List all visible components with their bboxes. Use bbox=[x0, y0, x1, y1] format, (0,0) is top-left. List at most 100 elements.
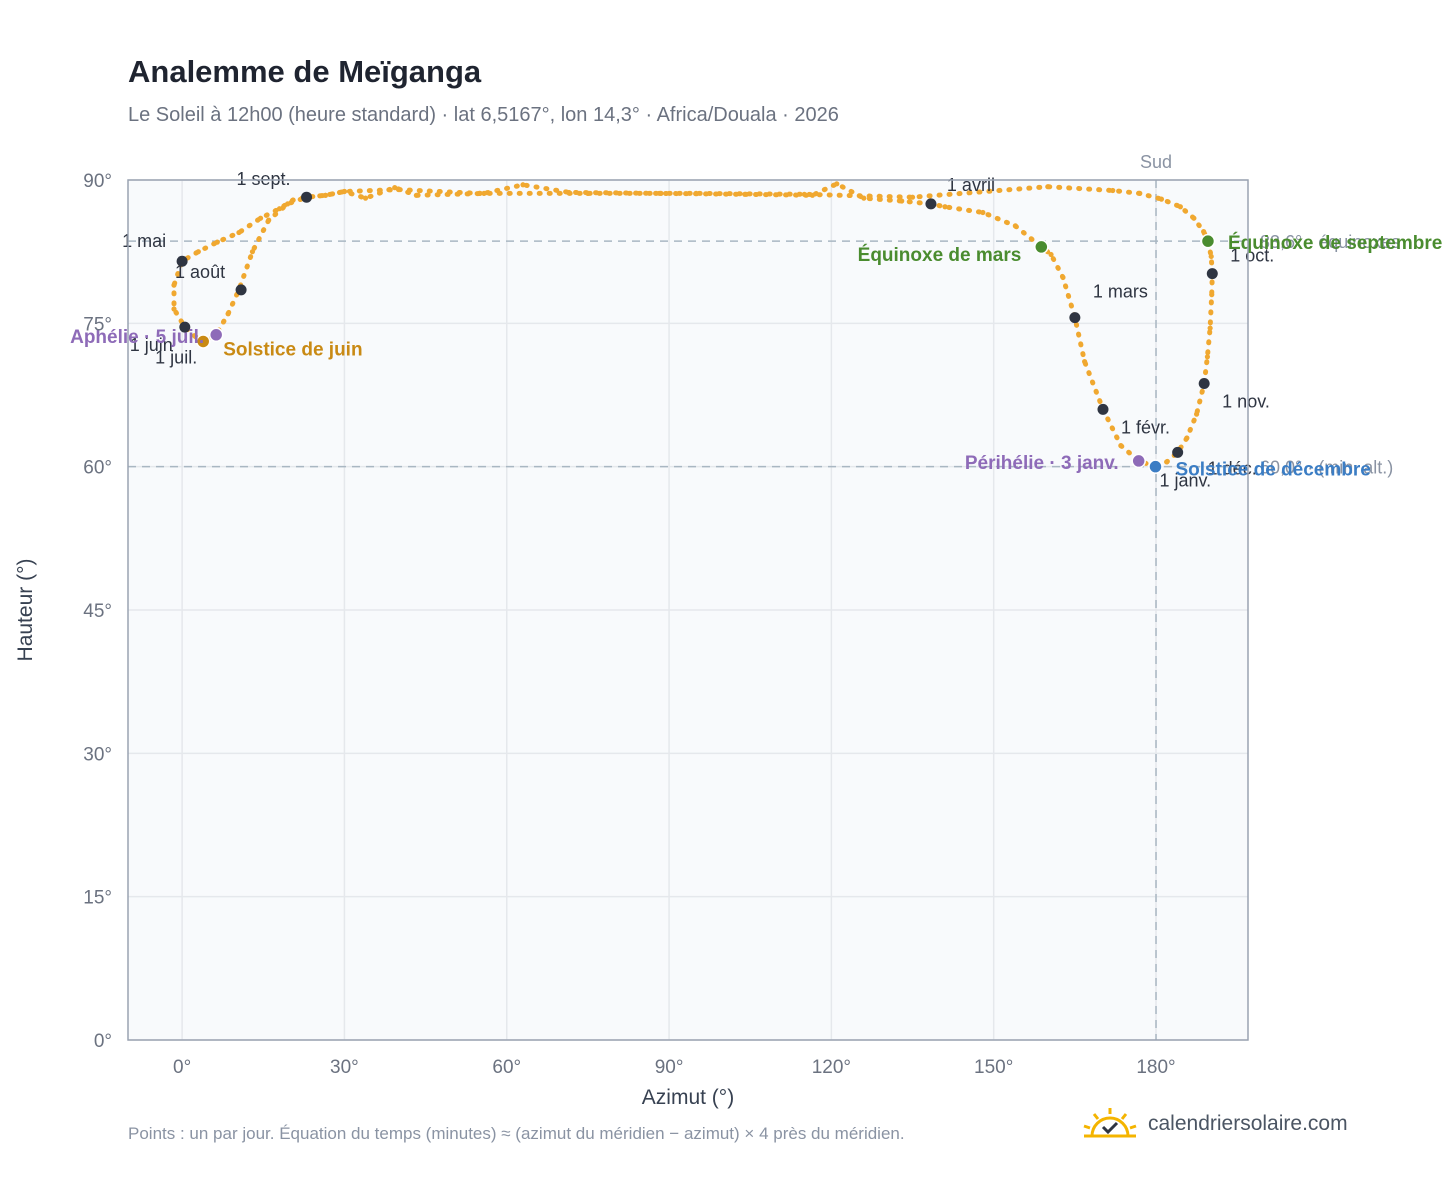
special-point-marker bbox=[1148, 459, 1163, 474]
special-point-marker bbox=[1034, 239, 1049, 255]
month-marker bbox=[925, 198, 937, 210]
month-marker-label: 1 juil. bbox=[155, 347, 197, 367]
special-point-marker bbox=[195, 334, 211, 349]
sun-check-icon bbox=[1083, 1108, 1137, 1138]
special-point-marker bbox=[1200, 233, 1216, 249]
daily-sun-point bbox=[1209, 292, 1215, 298]
special-points: Solstice de juin Aphélie · 5 juil. Équinox… bbox=[70, 232, 1442, 481]
daily-sun-point bbox=[236, 229, 242, 236]
daily-sun-point bbox=[322, 192, 329, 198]
x-tick-label: 30° bbox=[330, 1057, 359, 1078]
daily-sun-point bbox=[861, 195, 867, 201]
y-tick-label: 75° bbox=[83, 314, 112, 335]
footnote: Points : un par jour. Équation du temps … bbox=[128, 1124, 905, 1143]
special-point-label: Aphélie · 5 juil. bbox=[70, 327, 204, 348]
y-tick-label: 30° bbox=[83, 744, 112, 765]
x-tick-label: 150° bbox=[974, 1057, 1013, 1078]
daily-sun-point bbox=[585, 190, 591, 196]
daily-sun-point bbox=[809, 192, 816, 198]
daily-sun-point bbox=[1048, 251, 1054, 258]
y-axis-label: Hauteur (°) bbox=[14, 559, 37, 662]
y-tick-label: 15° bbox=[83, 888, 112, 909]
daily-sun-point bbox=[693, 190, 699, 196]
daily-sun-point bbox=[477, 190, 483, 196]
daily-sun-point bbox=[1110, 187, 1116, 194]
month-marker-label: 1 avril bbox=[947, 175, 995, 195]
special-point-label: Équinoxe de mars bbox=[858, 244, 1022, 266]
daily-sun-point bbox=[658, 190, 664, 196]
x-axis-label: Azimut (°) bbox=[642, 1086, 734, 1109]
daily-sun-point bbox=[481, 190, 487, 196]
month-marker-label: 1 déc. bbox=[1208, 458, 1257, 478]
daily-sun-point bbox=[362, 195, 369, 201]
daily-sun-point bbox=[742, 191, 748, 197]
reference-lines: Sud 83,6° · équinoxes 60,0° · (min. alt.) bbox=[128, 152, 1400, 1040]
special-point-marker bbox=[208, 327, 224, 343]
month-marker-label: 1 août bbox=[175, 262, 225, 282]
month-marker bbox=[1097, 403, 1109, 415]
daily-sun-point bbox=[1137, 190, 1143, 196]
x-tick-label: 120° bbox=[812, 1057, 851, 1078]
y-tick-label: 0° bbox=[94, 1031, 112, 1052]
daily-sun-point bbox=[249, 249, 256, 255]
daily-sun-point bbox=[1201, 229, 1207, 235]
special-point-label: Solstice de juin bbox=[223, 339, 362, 360]
daily-sun-point bbox=[1208, 253, 1214, 260]
y-tick-label: 60° bbox=[83, 458, 112, 479]
daily-sun-point bbox=[290, 197, 296, 203]
reference-line-label: 83,6° · équinoxes bbox=[1260, 232, 1400, 252]
x-tick-label: 180° bbox=[1136, 1057, 1175, 1078]
daily-sun-point bbox=[1207, 325, 1213, 331]
month-marker bbox=[179, 321, 191, 333]
plot-frame bbox=[127, 179, 1249, 1041]
month-marker-label: 1 juin bbox=[130, 335, 173, 355]
special-point-label: Périhélie · 3 janv. bbox=[965, 453, 1119, 474]
brand-logo[interactable]: calendriersolaire.com bbox=[1082, 1104, 1348, 1144]
daily-sun-point bbox=[171, 282, 177, 288]
month-marker-label: 1 oct. bbox=[1230, 246, 1274, 266]
daily-sun-point bbox=[257, 215, 264, 221]
daily-sun-point bbox=[834, 181, 840, 187]
daily-sun-point bbox=[214, 239, 220, 245]
month-marker-label: 1 févr. bbox=[1121, 417, 1170, 437]
daily-sun-point bbox=[1193, 411, 1200, 417]
month-marker bbox=[1206, 268, 1218, 280]
chart-subtitle: Le Soleil à 12h00 (heure standard) · lat… bbox=[128, 104, 839, 126]
month-marker-label: 1 mai bbox=[122, 231, 166, 251]
daily-sun-point bbox=[395, 186, 402, 193]
daily-sun-point bbox=[276, 206, 283, 212]
month-marker bbox=[1198, 378, 1210, 390]
daily-sun-point bbox=[225, 311, 231, 317]
special-point-marker bbox=[1131, 453, 1146, 469]
month-marker bbox=[1172, 446, 1184, 458]
x-tick-label: 60° bbox=[492, 1057, 521, 1078]
daily-sun-point bbox=[942, 204, 948, 210]
daily-sun-point bbox=[520, 182, 526, 188]
daily-sun-point bbox=[1045, 184, 1051, 190]
month-marker-label: 1 janv. bbox=[1159, 471, 1211, 491]
brand-name: calendriersolaire.com bbox=[1148, 1112, 1348, 1135]
daily-sun-point bbox=[195, 249, 201, 255]
daily-sun-point bbox=[566, 189, 572, 196]
x-tick-label: 90° bbox=[655, 1057, 684, 1078]
month-marker-label: 1 sept. bbox=[237, 169, 291, 189]
daily-sun-point bbox=[899, 198, 905, 204]
month-marker bbox=[1069, 312, 1081, 324]
y-tick-label: 90° bbox=[83, 171, 112, 192]
daily-sun-point bbox=[1118, 443, 1124, 449]
daily-sun-point bbox=[1164, 459, 1170, 465]
daily-sun-point bbox=[1158, 196, 1165, 202]
daily-sun-point bbox=[285, 201, 291, 207]
special-point-label: Équinoxe de septembre bbox=[1228, 232, 1442, 254]
daily-sun-point bbox=[1081, 358, 1088, 365]
reference-line-label: 60,0° · (min. alt.) bbox=[1260, 458, 1393, 478]
y-tick-label: 45° bbox=[83, 601, 112, 622]
daily-sun-point bbox=[266, 217, 272, 223]
meridian-label: Sud bbox=[1140, 152, 1172, 172]
month-marker-label: 1 nov. bbox=[1222, 392, 1270, 412]
chart-title: Analemme de Meïganga bbox=[128, 54, 482, 89]
special-point-label: Solstice de décembre bbox=[1175, 460, 1370, 481]
daily-sun-point bbox=[1012, 223, 1018, 229]
